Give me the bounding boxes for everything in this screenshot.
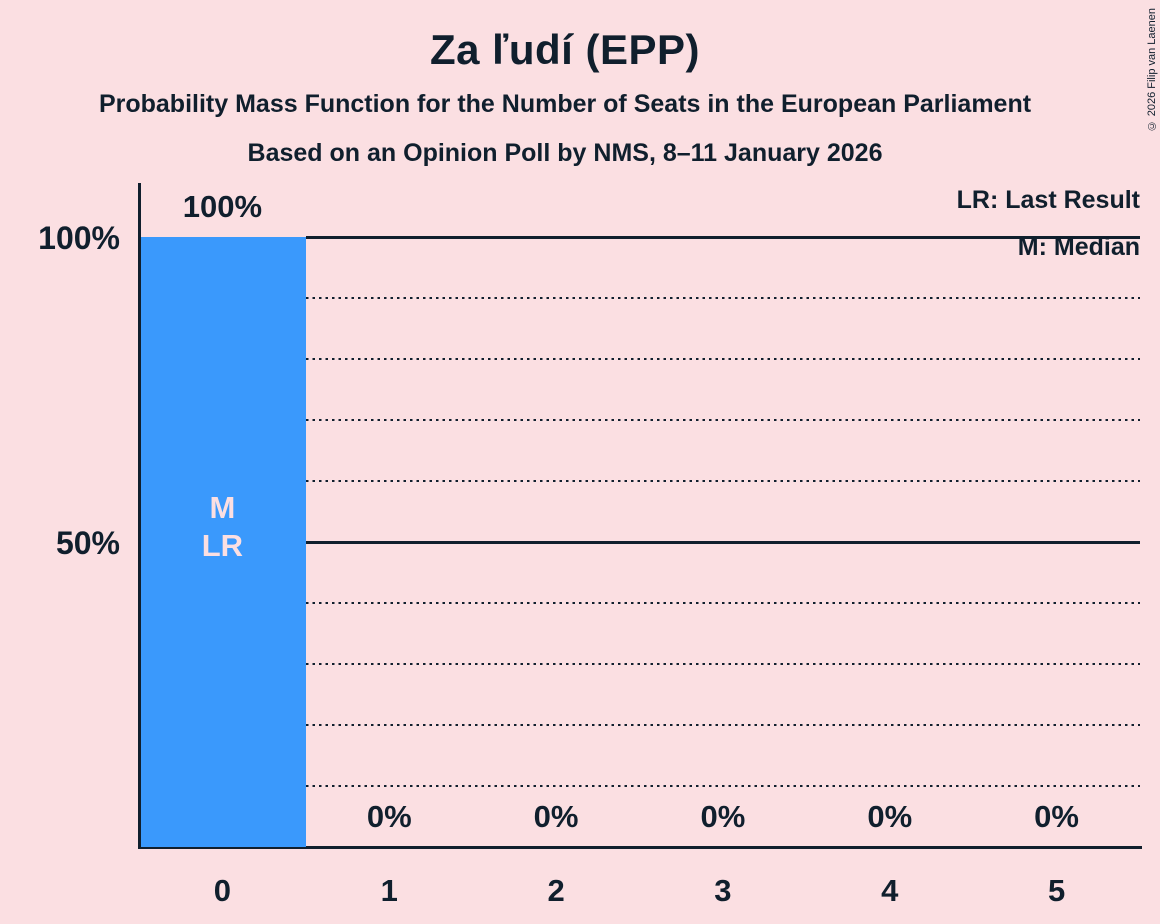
gridline-dotted-30 xyxy=(305,662,1140,666)
gridline-dotted-20 xyxy=(305,723,1140,727)
x-tick-label-3: 3 xyxy=(714,873,732,908)
bar-value-label-2: 0% xyxy=(533,799,579,834)
bar-seats-0 xyxy=(141,237,306,847)
x-tick-label-2: 2 xyxy=(547,873,565,908)
bar-value-label-3: 0% xyxy=(700,799,746,834)
chart-title: Za ľudí (EPP) xyxy=(429,26,701,73)
bar-value-label-0: 100% xyxy=(182,189,263,224)
y-axis-label-100: 100% xyxy=(38,220,120,256)
y-axis-line xyxy=(138,183,141,849)
x-tick-label-1: 1 xyxy=(380,873,398,908)
bar-annotation-median-lastresult: M LR xyxy=(201,490,244,563)
gridline-dotted-40 xyxy=(305,601,1140,605)
chart-subtitle: Probability Mass Function for the Number… xyxy=(98,90,1032,118)
x-tick-label-4: 4 xyxy=(881,873,899,908)
copyright-notice: © 2026 Filip van Laenen xyxy=(1146,8,1158,132)
x-tick-label-0: 0 xyxy=(213,873,232,908)
gridline-dotted-60 xyxy=(305,479,1140,483)
gridline-solid-100 xyxy=(305,235,1140,239)
gridline-dotted-10 xyxy=(305,784,1140,788)
y-axis-label-50: 50% xyxy=(55,525,120,561)
bar-value-label-4: 0% xyxy=(867,799,913,834)
x-tick-label-5: 5 xyxy=(1047,873,1066,908)
bar-value-label-5: 0% xyxy=(1034,799,1079,834)
gridline-dotted-70 xyxy=(305,418,1140,422)
bar-value-label-1: 0% xyxy=(366,799,412,834)
gridline-dotted-90 xyxy=(305,296,1140,300)
legend-last-result: LR: Last Result xyxy=(956,186,1140,214)
x-axis-line xyxy=(138,845,1142,849)
gridline-dotted-80 xyxy=(305,357,1140,361)
chart-source-note: Based on an Opinion Poll by NMS, 8–11 Ja… xyxy=(247,139,883,167)
gridline-solid-50 xyxy=(305,540,1140,544)
